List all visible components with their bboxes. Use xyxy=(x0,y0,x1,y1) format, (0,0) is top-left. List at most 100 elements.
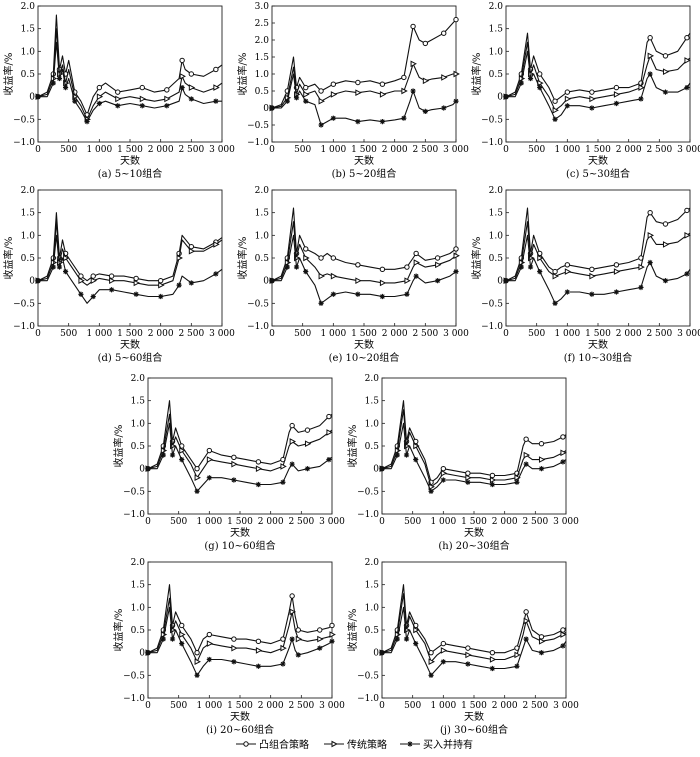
data-point xyxy=(179,85,185,91)
data-point xyxy=(318,97,325,105)
data-point xyxy=(213,66,219,73)
data-point xyxy=(194,658,201,666)
data-point xyxy=(379,266,386,273)
panel-caption: (i) 20~60组合 xyxy=(206,723,274,736)
series-line xyxy=(148,606,333,676)
y-tick-label: −0.5 xyxy=(481,115,503,125)
y-tick-label: 0.5 xyxy=(365,442,380,452)
x-tick-label: 1 500 xyxy=(461,517,487,527)
x-tick-label: 3 000 xyxy=(209,145,235,155)
x-tick-label: 2 000 xyxy=(616,145,642,155)
data-point xyxy=(295,635,303,643)
data-point xyxy=(188,243,195,250)
legend-label: 传统策略 xyxy=(347,738,387,751)
series-line xyxy=(271,207,457,282)
y-axis-label: 收益率/% xyxy=(470,237,483,280)
data-point xyxy=(564,262,571,268)
y-tick-label: −1.0 xyxy=(13,322,35,332)
data-point xyxy=(527,75,534,82)
data-point xyxy=(413,457,419,463)
y-tick-label: 2.0 xyxy=(365,558,380,568)
x-tick-label: 1 000 xyxy=(196,517,222,527)
data-point xyxy=(231,636,237,642)
data-point xyxy=(514,663,520,669)
data-point xyxy=(50,80,56,86)
x-tick-label: 3 000 xyxy=(553,517,579,527)
data-point xyxy=(231,644,238,652)
data-point xyxy=(523,451,531,459)
series-star xyxy=(379,422,567,494)
x-tick-label: 500 xyxy=(528,329,545,339)
legend-marker xyxy=(407,741,413,747)
x-axis-label: 天数 xyxy=(464,710,484,723)
x-tick-label: 500 xyxy=(294,329,311,339)
x-tick-label: 2 500 xyxy=(288,517,314,527)
y-axis-label: 收益率/% xyxy=(346,425,359,468)
x-tick-label: 500 xyxy=(528,145,545,155)
series-line xyxy=(148,422,333,492)
x-tick-label: 0 xyxy=(145,701,151,711)
x-tick-label: 3 000 xyxy=(209,329,235,339)
y-tick-label: 1.5 xyxy=(21,209,36,219)
x-tick-label: 1 500 xyxy=(351,329,377,339)
y-tick-label: −1.0 xyxy=(123,510,145,520)
data-point xyxy=(647,35,653,41)
y-axis-label: 收益率/% xyxy=(112,425,125,468)
data-point xyxy=(255,481,261,488)
data-point xyxy=(503,278,509,284)
y-tick-label: −0.5 xyxy=(481,299,503,309)
x-tick-label: 2 500 xyxy=(522,701,548,711)
data-point xyxy=(145,650,151,656)
x-axis-label: 天数 xyxy=(230,526,250,539)
series-star xyxy=(145,422,333,494)
data-point xyxy=(465,474,472,482)
data-point xyxy=(115,89,121,95)
data-point xyxy=(176,282,182,288)
x-tick-label: 2 000 xyxy=(382,145,408,155)
data-point xyxy=(194,672,200,678)
data-point xyxy=(440,469,448,477)
x-axis-label: 天数 xyxy=(120,154,140,167)
data-point xyxy=(179,57,185,64)
data-point xyxy=(194,649,200,656)
data-point xyxy=(403,452,410,458)
y-tick-label: 0 xyxy=(497,93,503,103)
x-tick-label: 2 000 xyxy=(492,517,518,527)
data-point xyxy=(589,89,595,95)
y-tick-label: 2.0 xyxy=(21,186,36,196)
y-tick-label: −1.0 xyxy=(247,138,269,148)
data-point xyxy=(84,119,90,125)
series-line xyxy=(381,593,567,663)
data-point xyxy=(413,641,419,647)
data-point xyxy=(231,477,237,483)
y-tick-label: −0.5 xyxy=(247,121,269,131)
y-tick-label: 1.0 xyxy=(489,231,504,241)
data-point xyxy=(326,457,332,463)
data-point xyxy=(564,89,571,95)
y-tick-label: 2.5 xyxy=(255,19,270,29)
data-point xyxy=(50,264,56,270)
data-point xyxy=(63,254,70,262)
data-point xyxy=(108,273,115,279)
data-point xyxy=(289,422,295,429)
data-point xyxy=(63,269,69,275)
data-point xyxy=(465,470,471,476)
panel-caption: (b) 5~20组合 xyxy=(332,167,397,180)
y-tick-label: 1.0 xyxy=(255,231,270,241)
series-line xyxy=(147,413,333,479)
data-point xyxy=(453,246,459,252)
x-axis-label: 天数 xyxy=(464,526,484,539)
series-triangle xyxy=(145,413,333,482)
y-tick-label: 0 xyxy=(373,465,379,475)
panel-caption: (g) 10~60组合 xyxy=(204,539,275,552)
x-tick-label: 0 xyxy=(379,701,385,711)
data-point xyxy=(255,465,263,472)
data-point xyxy=(552,116,558,122)
x-tick-label: 500 xyxy=(170,517,187,527)
y-tick-label: 1.0 xyxy=(21,231,36,241)
chart-panel: 0 500 1 000 1 500 2 000 2 500 3 000 −1.0 −0.5 0 0.… xyxy=(2,186,235,364)
data-point xyxy=(453,70,460,78)
data-point xyxy=(428,658,435,666)
data-point xyxy=(90,277,98,284)
y-tick-label: −0.5 xyxy=(123,671,145,681)
